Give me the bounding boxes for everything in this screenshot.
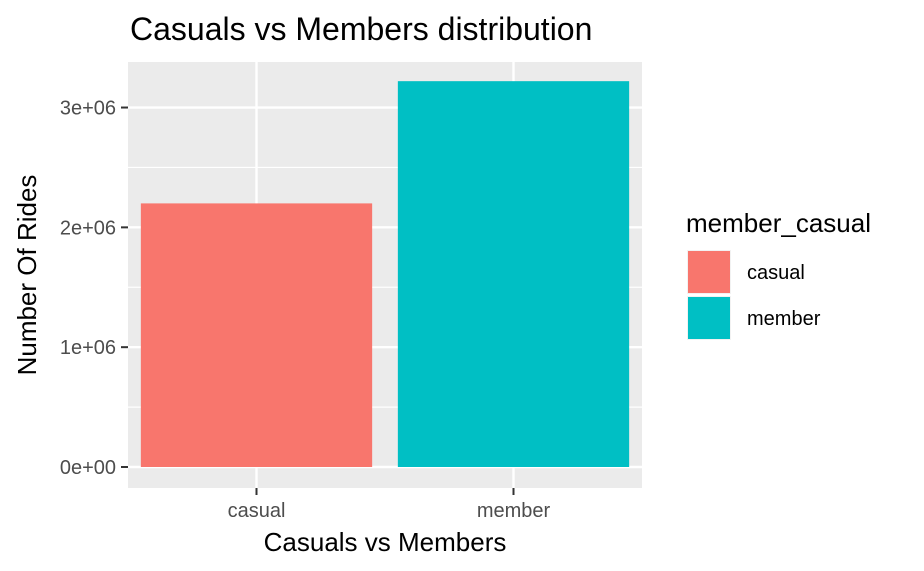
y-tick-label: 3e+06: [60, 98, 116, 120]
x-axis: casual member: [228, 488, 551, 522]
legend-title: member_casual: [686, 208, 871, 238]
bar-member: [397, 81, 630, 467]
chart-title: Casuals vs Members distribution: [130, 11, 592, 47]
legend: member_casual casual member: [686, 208, 871, 340]
y-tick-label: 1e+06: [60, 337, 116, 359]
x-tick-label: member: [477, 500, 551, 522]
x-axis-title: Casuals vs Members: [264, 527, 507, 557]
y-tick-label: 0e+00: [60, 457, 116, 479]
y-tick-label: 2e+06: [60, 217, 116, 239]
x-tick-label: casual: [228, 500, 286, 522]
legend-swatch-member: [688, 297, 730, 339]
y-axis: 0e+00 1e+06 2e+06 3e+06: [60, 98, 128, 479]
legend-label-casual: casual: [747, 262, 805, 284]
y-axis-title: Number Of Rides: [12, 175, 42, 376]
bars: [140, 81, 630, 467]
legend-swatch-casual: [688, 251, 730, 293]
legend-label-member: member: [747, 308, 821, 330]
bar-casual: [140, 203, 373, 467]
